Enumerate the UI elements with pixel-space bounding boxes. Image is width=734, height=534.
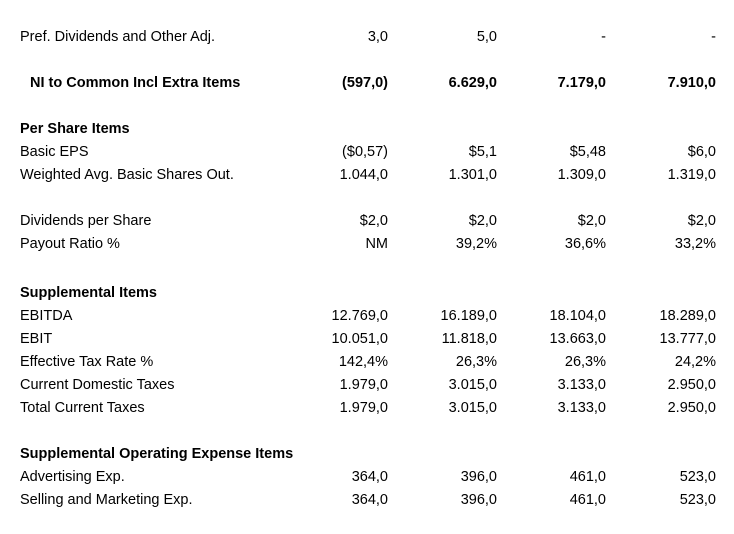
value-col-4: 13.777,0 bbox=[659, 331, 716, 347]
table-row-ebitda: EBITDA 12.769,0 16.189,0 18.104,0 18.289… bbox=[0, 305, 734, 327]
value-col-2: 26,3% bbox=[455, 354, 497, 370]
table-row-dividends-per-share: Dividends per Share $2,0 $2,0 $2,0 $2,0 bbox=[0, 210, 734, 232]
row-label: Current Domestic Taxes bbox=[20, 377, 175, 393]
row-label: Effective Tax Rate % bbox=[20, 354, 154, 370]
value-col-2: $5,1 bbox=[468, 144, 497, 160]
section-title: Per Share Items bbox=[20, 121, 130, 137]
value-col-4: $6,0 bbox=[687, 144, 716, 160]
value-col-3: 3.133,0 bbox=[557, 377, 606, 393]
value-col-3: - bbox=[601, 29, 606, 45]
value-col-2: 396,0 bbox=[460, 469, 497, 485]
table-row-effective-tax-rate: Effective Tax Rate % 142,4% 26,3% 26,3% … bbox=[0, 351, 734, 373]
value-col-1: NM bbox=[365, 236, 388, 252]
row-label: EBIT bbox=[20, 331, 53, 347]
row-label: NI to Common Incl Extra Items bbox=[30, 75, 241, 91]
row-label: Weighted Avg. Basic Shares Out. bbox=[20, 167, 234, 183]
value-col-3: 461,0 bbox=[569, 492, 606, 508]
value-col-4: 7.910,0 bbox=[667, 75, 716, 91]
value-col-1: 12.769,0 bbox=[331, 308, 388, 324]
value-col-3: 461,0 bbox=[569, 469, 606, 485]
value-col-1: 1.044,0 bbox=[339, 167, 388, 183]
value-col-1: 142,4% bbox=[338, 354, 388, 370]
value-col-1: 3,0 bbox=[367, 29, 388, 45]
value-col-4: 523,0 bbox=[679, 492, 716, 508]
value-col-1: ($0,57) bbox=[342, 144, 388, 160]
value-col-1: 364,0 bbox=[351, 492, 388, 508]
table-row-payout-ratio: Payout Ratio % NM 39,2% 36,6% 33,2% bbox=[0, 233, 734, 255]
value-col-3: $5,48 bbox=[569, 144, 606, 160]
value-col-3: 7.179,0 bbox=[557, 75, 606, 91]
value-col-1: $2,0 bbox=[359, 213, 388, 229]
value-col-4: 18.289,0 bbox=[659, 308, 716, 324]
value-col-2: $2,0 bbox=[468, 213, 497, 229]
table-row-pref-dividends: Pref. Dividends and Other Adj. 3,0 5,0 -… bbox=[0, 26, 734, 48]
value-col-2: 5,0 bbox=[476, 29, 497, 45]
section-header-supplemental: Supplemental Items bbox=[0, 282, 734, 304]
table-row-weighted-shares: Weighted Avg. Basic Shares Out. 1.044,0 … bbox=[0, 164, 734, 186]
value-col-1: 364,0 bbox=[351, 469, 388, 485]
table-row-ebit: EBIT 10.051,0 11.818,0 13.663,0 13.777,0 bbox=[0, 328, 734, 350]
value-col-4: 2.950,0 bbox=[667, 400, 716, 416]
row-label: Total Current Taxes bbox=[20, 400, 145, 416]
value-col-2: 1.301,0 bbox=[448, 167, 497, 183]
table-row-total-current-taxes: Total Current Taxes 1.979,0 3.015,0 3.13… bbox=[0, 397, 734, 419]
value-col-3: 1.309,0 bbox=[557, 167, 606, 183]
value-col-3: 26,3% bbox=[564, 354, 606, 370]
row-label: Basic EPS bbox=[20, 144, 89, 160]
row-label: Selling and Marketing Exp. bbox=[20, 492, 193, 508]
value-col-3: 13.663,0 bbox=[549, 331, 606, 347]
value-col-2: 11.818,0 bbox=[441, 331, 497, 347]
section-header-operating-expense: Supplemental Operating Expense Items bbox=[0, 443, 734, 465]
value-col-1: (597,0) bbox=[342, 75, 388, 91]
row-label: Advertising Exp. bbox=[20, 469, 125, 485]
value-col-2: 39,2% bbox=[455, 236, 497, 252]
row-label: Pref. Dividends and Other Adj. bbox=[20, 29, 216, 45]
value-col-1: 1.979,0 bbox=[339, 400, 388, 416]
value-col-2: 3.015,0 bbox=[448, 400, 497, 416]
value-col-3: 18.104,0 bbox=[549, 308, 606, 324]
value-col-2: 16.189,0 bbox=[440, 308, 497, 324]
row-label: Dividends per Share bbox=[20, 213, 152, 229]
value-col-4: - bbox=[711, 29, 716, 45]
row-label: Payout Ratio % bbox=[20, 236, 120, 252]
value-col-4: 1.319,0 bbox=[667, 167, 716, 183]
section-header-per-share: Per Share Items bbox=[0, 118, 734, 140]
value-col-4: 24,2% bbox=[674, 354, 716, 370]
table-row-basic-eps: Basic EPS ($0,57) $5,1 $5,48 $6,0 bbox=[0, 141, 734, 163]
value-col-1: 1.979,0 bbox=[339, 377, 388, 393]
value-col-4: 33,2% bbox=[674, 236, 716, 252]
value-col-4: 523,0 bbox=[679, 469, 716, 485]
value-col-1: 10.051,0 bbox=[331, 331, 388, 347]
value-col-2: 396,0 bbox=[460, 492, 497, 508]
value-col-3: 3.133,0 bbox=[557, 400, 606, 416]
value-col-3: $2,0 bbox=[577, 213, 606, 229]
section-title: Supplemental Items bbox=[20, 285, 157, 301]
section-title: Supplemental Operating Expense Items bbox=[20, 446, 294, 462]
value-col-4: 2.950,0 bbox=[667, 377, 716, 393]
value-col-2: 6.629,0 bbox=[448, 75, 497, 91]
value-col-2: 3.015,0 bbox=[448, 377, 497, 393]
table-row-selling-marketing-exp: Selling and Marketing Exp. 364,0 396,0 4… bbox=[0, 489, 734, 511]
table-row-current-domestic-taxes: Current Domestic Taxes 1.979,0 3.015,0 3… bbox=[0, 374, 734, 396]
table-row-ni-to-common: NI to Common Incl Extra Items (597,0) 6.… bbox=[0, 72, 734, 94]
value-col-4: $2,0 bbox=[687, 213, 716, 229]
value-col-3: 36,6% bbox=[564, 236, 606, 252]
table-row-advertising-exp: Advertising Exp. 364,0 396,0 461,0 523,0 bbox=[0, 466, 734, 488]
row-label: EBITDA bbox=[20, 308, 73, 324]
